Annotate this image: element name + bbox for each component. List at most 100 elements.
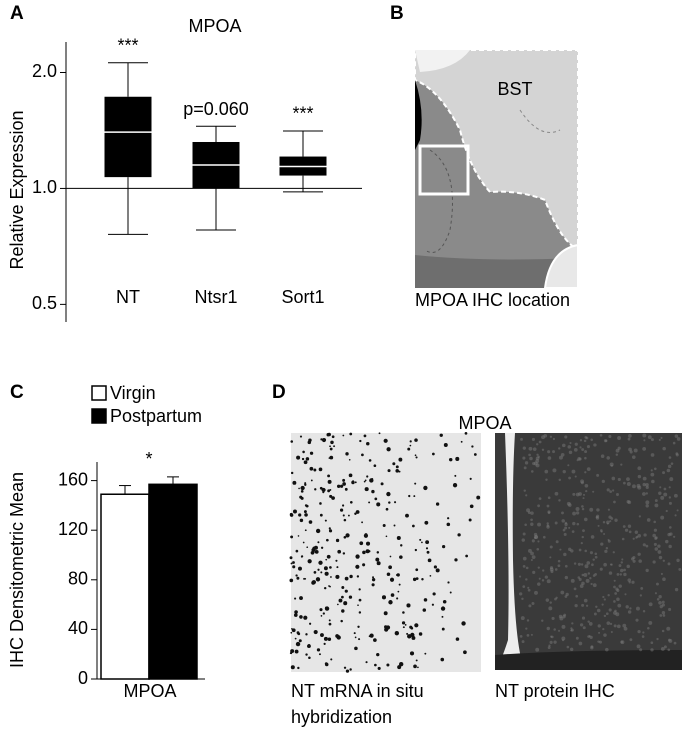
- texture-dot: [530, 558, 533, 562]
- x-tick-label: Sort1: [281, 287, 324, 307]
- texture-dot: [522, 556, 527, 561]
- cell-dot: [324, 606, 328, 610]
- texture-dot: [563, 532, 567, 536]
- cell-dot: [342, 552, 346, 555]
- texture-dot: [581, 448, 585, 451]
- cell-dot: [329, 447, 333, 451]
- texture-dot: [627, 610, 632, 614]
- texture-dot: [650, 453, 655, 457]
- texture-dot: [642, 447, 647, 451]
- cell-dot: [292, 509, 297, 514]
- texture-dot: [675, 453, 679, 457]
- cell-dot: [308, 520, 313, 524]
- texture-dot: [609, 563, 612, 566]
- cell-dot: [460, 440, 463, 443]
- cell-dot: [424, 652, 427, 655]
- cell-dot: [303, 577, 306, 580]
- texture-dot: [657, 550, 662, 554]
- texture-dot: [559, 548, 562, 551]
- texture-dot: [668, 501, 672, 505]
- texture-dot: [568, 503, 572, 507]
- texture-dot: [627, 578, 632, 582]
- texture-dot: [545, 478, 548, 481]
- texture-dot: [572, 492, 576, 496]
- cell-dot: [407, 447, 411, 451]
- cell-dot: [328, 457, 331, 459]
- cell-dot: [315, 528, 321, 534]
- cell-dot: [365, 541, 371, 546]
- texture-dot: [621, 558, 624, 561]
- texture-dot: [603, 562, 607, 567]
- texture-dot: [552, 450, 556, 454]
- texture-dot: [575, 511, 580, 515]
- y-tick-label: 1.0: [32, 177, 57, 197]
- texture-dot: [665, 509, 668, 513]
- texture-dot: [581, 535, 584, 539]
- texture-dot: [562, 615, 566, 619]
- texture-dot: [590, 535, 595, 539]
- texture-dot: [564, 521, 568, 525]
- cell-dot: [448, 457, 453, 462]
- cell-dot: [358, 598, 362, 602]
- texture-dot: [662, 471, 666, 475]
- texture-dot: [525, 494, 528, 497]
- cell-dot: [328, 619, 331, 622]
- texture-dot: [596, 514, 600, 518]
- texture-dot: [590, 645, 594, 649]
- cell-dot: [326, 554, 331, 559]
- texture-dot: [637, 533, 642, 538]
- cell-dot: [363, 480, 366, 483]
- texture-dot: [574, 604, 578, 608]
- cell-dot: [323, 566, 328, 571]
- panel-label: A: [10, 3, 24, 24]
- texture-dot: [602, 595, 605, 599]
- cell-dot: [304, 482, 307, 485]
- texture-dot: [535, 647, 540, 652]
- texture-dot: [625, 605, 629, 609]
- cell-dot: [305, 457, 310, 461]
- cell-dot: [355, 510, 360, 514]
- texture-dot: [568, 450, 573, 455]
- texture-dot: [589, 507, 594, 512]
- texture-dot: [637, 629, 641, 634]
- texture-dot: [584, 450, 588, 454]
- texture-dot: [617, 435, 622, 440]
- texture-dot: [617, 603, 622, 608]
- texture-dot: [568, 476, 571, 480]
- texture-dot: [645, 500, 650, 505]
- texture-dot: [606, 621, 611, 626]
- cell-dot: [464, 431, 468, 435]
- texture-dot: [524, 523, 527, 527]
- texture-dot: [579, 623, 584, 627]
- texture-dot: [589, 577, 592, 580]
- texture-dot: [578, 577, 582, 581]
- cell-dot: [308, 656, 311, 660]
- ihc-image: [495, 433, 682, 670]
- texture-dot: [573, 562, 577, 565]
- cell-dot: [295, 641, 301, 647]
- images-title: MPOA: [458, 413, 511, 433]
- box: [104, 96, 152, 178]
- cell-dot: [409, 625, 413, 629]
- cell-dot: [304, 529, 307, 532]
- texture-dot: [596, 608, 601, 613]
- cell-dot: [432, 592, 436, 596]
- texture-dot: [561, 443, 566, 448]
- texture-dot: [661, 629, 665, 633]
- texture-dot: [642, 543, 646, 547]
- cell-dot: [294, 610, 298, 614]
- cell-dot: [406, 632, 409, 635]
- texture-dot: [660, 647, 665, 651]
- texture-dot: [523, 489, 526, 492]
- cell-dot: [385, 507, 389, 511]
- texture-dot: [525, 566, 529, 570]
- texture-dot: [522, 532, 526, 536]
- cell-dot: [318, 653, 321, 656]
- cell-dot: [327, 432, 331, 437]
- cell-dot: [343, 535, 347, 539]
- texture-dot: [581, 505, 584, 508]
- cell-dot: [306, 546, 309, 549]
- texture-dot: [549, 640, 553, 644]
- cell-dot: [340, 619, 343, 623]
- cell-dot: [312, 546, 316, 550]
